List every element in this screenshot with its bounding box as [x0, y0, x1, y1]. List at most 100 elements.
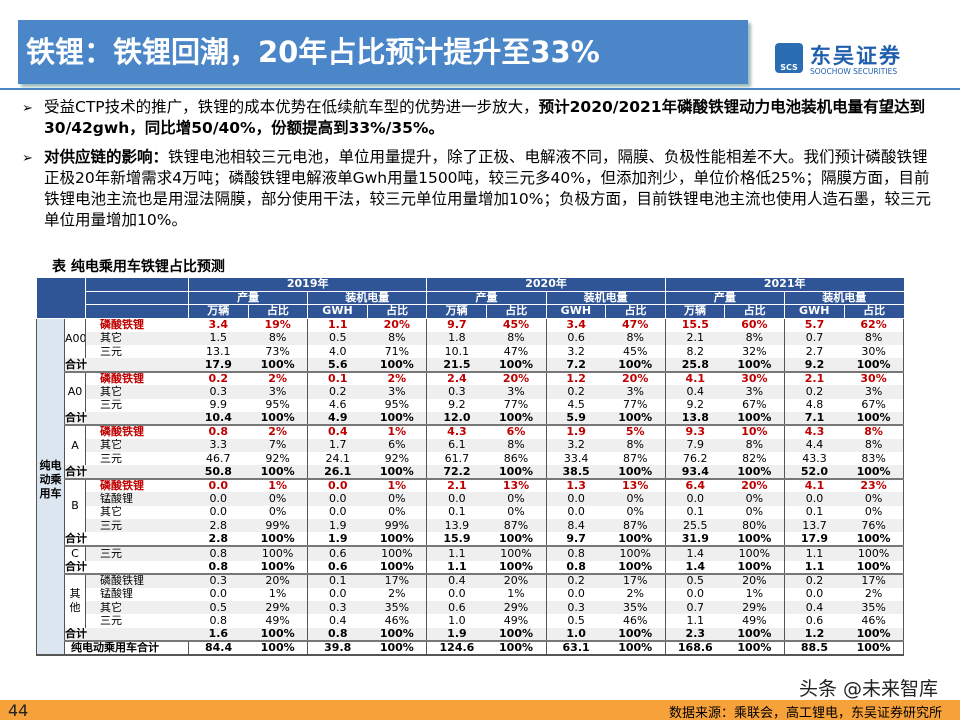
table-cell: 0.4 — [784, 600, 845, 615]
table-cell: 24.1 — [325, 452, 350, 465]
lfp-share-table: 2019年 2020年 2021年 产量 装机电量 产量 装机电量 产量 装机电量 万辆 占比 GWH… — [36, 278, 905, 657]
table-cell: 3.4 — [566, 318, 586, 332]
table-cell: 46.7 — [206, 452, 231, 465]
table-cell: 0.0 — [327, 479, 348, 493]
table-cell: 17% — [605, 574, 666, 588]
table-cell: 49% — [724, 614, 785, 628]
table-row: 三元 13.1 73% 4.0 71% 10.1 47% 3.2 45% 8.2 32% 2.7 30% — [37, 344, 905, 359]
table-cell: 1.9 — [426, 627, 487, 643]
table-cell: 1% — [724, 587, 785, 601]
table-cell: 124.6 — [426, 641, 487, 657]
page-number: 44 — [8, 701, 29, 720]
table-cell: 1.9 — [307, 519, 368, 533]
table-row: A0 磷酸铁锂 0.2 2% 0.1 2% 2.4 20% 1.2 20% 4.1 30% 2.1 30% — [37, 371, 905, 412]
table-cell: 8% — [844, 331, 905, 345]
row-label: 三元 — [100, 398, 122, 412]
table-cell: 0.0 — [448, 587, 466, 601]
table-cell: 29% — [486, 600, 547, 615]
table-cell: 3% — [367, 385, 428, 399]
table-cell: 8% — [605, 438, 666, 453]
table-cell: 100% — [248, 641, 309, 657]
table-cell: 99% — [248, 519, 309, 533]
table-cell: 100% — [367, 411, 428, 427]
logo-mark-icon: SCS — [775, 43, 803, 73]
table-cell: 0% — [605, 505, 666, 520]
unit-header: GWH — [307, 304, 368, 319]
table-cell: 9.3 — [685, 425, 706, 439]
table-cell: 3.2 — [567, 344, 585, 358]
table-row: 合计 10.4 100% 4.9 100% 12.0 100% 5.9 100% 13.8 100%… — [37, 411, 905, 427]
table-cell: 0.4 — [328, 614, 347, 628]
table-cell: 0.4 — [426, 574, 487, 588]
table-cell: 5.6 — [307, 358, 368, 373]
table-cell: 50.8 — [188, 465, 249, 480]
table-cell: 0.0 — [328, 505, 347, 519]
table-cell: 0% — [248, 505, 309, 520]
table-cell: 1.1 — [327, 318, 348, 332]
table-cell: 100% — [248, 532, 309, 547]
table-cell: 1% — [367, 478, 428, 493]
table-cell: 0.0 — [307, 492, 368, 506]
table-cell: 0.6 — [426, 600, 487, 615]
table-cell: 8% — [724, 331, 785, 345]
table-cell: 1.7 — [307, 438, 368, 453]
table-cell: 4.1 — [804, 479, 825, 493]
table-cell: 17% — [367, 574, 428, 588]
table-row: 其它 0.3 3% 0.2 3% 0.3 3% 0.2 3% 0.4 3% 0.2 3% — [37, 385, 905, 399]
table-cell: 1.0 — [448, 614, 466, 628]
row-label: 三元 — [100, 344, 122, 358]
table-cell: 29% — [724, 600, 785, 615]
row-label: 三元 — [85, 519, 189, 533]
table-cell: 0.8 — [546, 545, 606, 561]
row-label: 磷酸铁锂 — [85, 574, 189, 588]
table-cell: 3% — [248, 385, 309, 399]
row-label: 纯电动乘用车合计 — [64, 641, 189, 657]
bullet-list: ➢ 受益CTP技术的推广，铁锂的成本优势在低续航车型的优势进一步放大，预计202… — [22, 97, 942, 239]
year-header: 2021年 — [664, 278, 904, 292]
table-cell: 15.9 — [426, 532, 487, 547]
table-cell: 82% — [724, 452, 785, 466]
table-cell: 0.0 — [665, 492, 725, 506]
table-cell: 100% — [367, 545, 428, 561]
footer-bar: 44 数据来源：乘联会，高工锂电，东吴证券研究所 — [0, 700, 960, 721]
table-cell: 10.1 — [444, 344, 470, 358]
table-cell: 2.7 — [805, 344, 824, 358]
bullet-bold: 对供应链的影响： — [44, 148, 169, 166]
table-row: 三元 9.9 95% 4.6 95% 9.2 77% 4.5 77% 9.2 67% 4.8 67% — [37, 398, 905, 412]
table-cell: 73% — [248, 344, 309, 359]
table-cell: 46% — [844, 614, 905, 628]
table-cell: 0.2 — [546, 574, 606, 588]
table-cell: 0.1 — [805, 505, 824, 519]
bullet-plain: 受益CTP技术的推广，铁锂的成本优势在低续航车型的优势进一步放大， — [44, 98, 539, 116]
table-cell: 0.6 — [546, 331, 606, 345]
bullet-item: ➢ 受益CTP技术的推广，铁锂的成本优势在低续航车型的优势进一步放大，预计202… — [22, 97, 942, 139]
segment-label: C — [64, 545, 86, 561]
table-cell: 0.2 — [784, 385, 845, 399]
table-cell: 9.7 — [546, 532, 606, 547]
table-cell: 19% — [248, 318, 309, 332]
table-cell: 33.4 — [563, 452, 589, 465]
logo-cn: 东吴证券 — [810, 44, 902, 68]
table-cell: 6% — [486, 425, 547, 439]
table-cell: 0.1 — [448, 505, 466, 519]
table-cell: 10% — [724, 425, 785, 439]
table-cell: 100% — [367, 627, 428, 643]
table-cell: 2% — [248, 425, 309, 439]
table-cell: 100% — [248, 627, 309, 643]
metric-header: 产量 — [426, 291, 547, 306]
row-label: 合计 — [64, 411, 189, 427]
bullet-text: 受益CTP技术的推广，铁锂的成本优势在低续航车型的优势进一步放大，预计2020/… — [44, 97, 942, 139]
table-cell: 4.0 — [328, 344, 347, 358]
table-cell: 5% — [605, 425, 666, 439]
table-cell: 0.5 — [567, 614, 585, 628]
row-label: 锰酸锂 — [100, 587, 133, 601]
table-cell: 1% — [248, 478, 309, 493]
table-cell: 0.4 — [665, 385, 725, 399]
table-cell: 0.0 — [208, 479, 229, 493]
table-cell: 6.1 — [426, 438, 487, 453]
table-row: 三元 46.7 92% 24.1 92% 61.7 86% 33.4 87% 76.2 82% 43.… — [37, 452, 905, 466]
table-cell: 0.0 — [188, 492, 249, 506]
table-cell: 100% — [248, 411, 309, 427]
metric-header: 装机电量 — [307, 291, 427, 306]
table-cell: 9.9 — [209, 398, 228, 412]
